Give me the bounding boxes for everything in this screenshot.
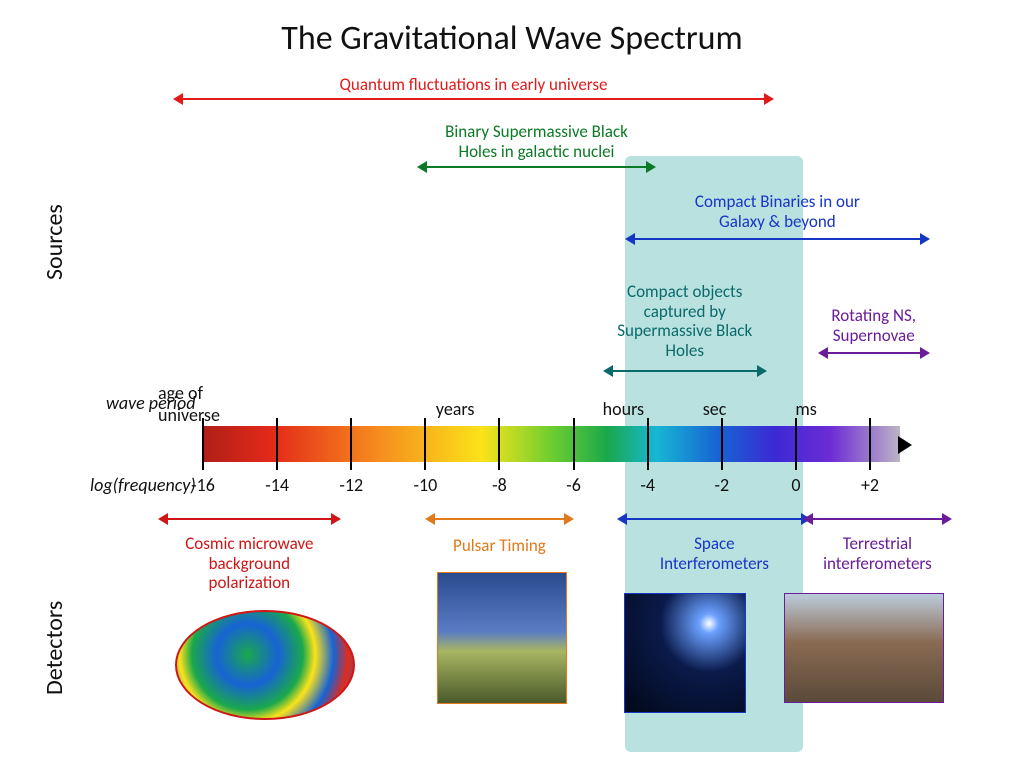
space-img <box>624 593 746 713</box>
detectors-label: Detectors <box>40 601 69 695</box>
tick <box>350 418 352 470</box>
band-arrow-icon <box>433 518 566 520</box>
band-arrow-icon <box>425 166 647 168</box>
period-label: ms <box>795 398 895 420</box>
band-arrow-icon <box>181 98 766 100</box>
freq-label: -6 <box>552 474 596 496</box>
freq-label: -4 <box>626 474 670 496</box>
freq-label: -14 <box>255 474 299 496</box>
freq-label: 0 <box>774 474 818 496</box>
freq-label: -12 <box>329 474 373 496</box>
band-label: Cosmic microwave background polarization <box>166 534 333 593</box>
tick <box>573 418 575 470</box>
freq-label: -8 <box>477 474 521 496</box>
cmb-img <box>175 610 355 720</box>
spectrum-arrow-icon <box>898 436 912 454</box>
band-label: Compact objects captured by Supermassive… <box>611 282 759 360</box>
freq-label: -10 <box>403 474 447 496</box>
freq-label: -16 <box>181 474 225 496</box>
band-label: Compact Binaries in our Galaxy & beyond <box>633 192 922 231</box>
band-arrow-icon <box>625 518 803 520</box>
tick <box>795 418 797 470</box>
tick <box>647 418 649 470</box>
band-arrow-icon <box>611 370 759 372</box>
band-label: Terrestrial interferometers <box>811 534 944 573</box>
tick <box>721 418 723 470</box>
tick <box>869 418 871 470</box>
pulsar-img <box>437 572 567 704</box>
tick <box>424 418 426 470</box>
band-label: Binary Supermassive Black Holes in galac… <box>425 122 647 161</box>
period-label: years <box>436 398 536 420</box>
period-label: sec <box>703 398 803 420</box>
band-arrow-icon <box>633 238 922 240</box>
band-label: Space Interferometers <box>625 534 803 573</box>
period-label: age of universe <box>158 382 258 426</box>
page-title: The Gravitational Wave Spectrum <box>0 18 1024 59</box>
band-arrow-icon <box>811 518 944 520</box>
freq-label: -2 <box>700 474 744 496</box>
freq-label: +2 <box>848 474 892 496</box>
terr-img <box>784 593 944 703</box>
sources-label: Sources <box>40 204 69 280</box>
log-frequency-label: log(frequency) <box>90 474 196 496</box>
tick <box>276 418 278 470</box>
band-label: Quantum fluctuations in early universe <box>181 75 766 95</box>
band-arrow-icon <box>826 352 922 354</box>
band-label: Pulsar Timing <box>433 536 566 556</box>
band-label: Rotating NS, Supernovae <box>814 306 934 345</box>
band-arrow-icon <box>166 518 333 520</box>
tick <box>498 418 500 470</box>
period-label: hours <box>603 398 703 420</box>
